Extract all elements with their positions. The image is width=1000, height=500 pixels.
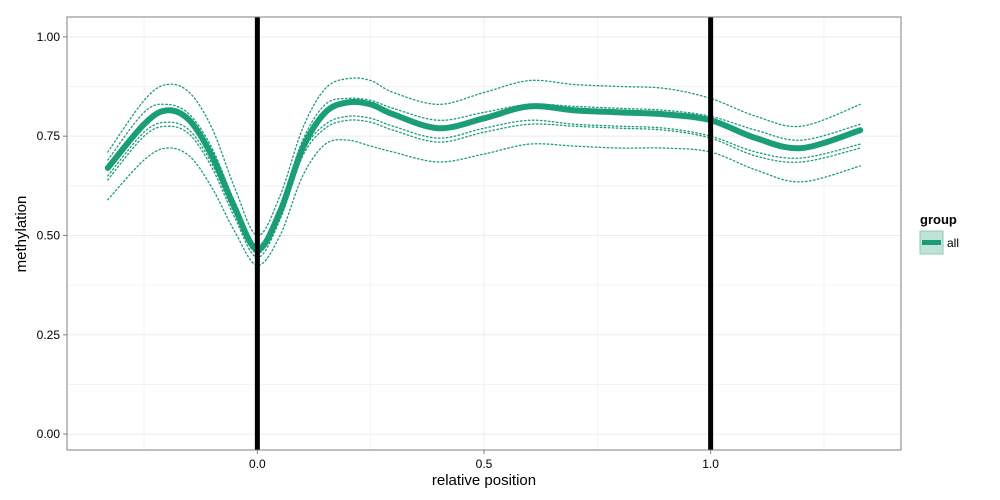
tick-layer: 0.0 0.5 1.0 0.00 0.25 0.50 0.75 1.00	[37, 30, 720, 471]
y-tick-label-3: 0.75	[37, 129, 61, 143]
y-tick-label-0: 0.00	[37, 427, 61, 441]
x-tick-label-0: 0.0	[249, 457, 266, 471]
series-line-dotted-1	[107, 77, 861, 237]
y-tick-label-1: 0.25	[37, 328, 61, 342]
series-layer	[104, 77, 864, 266]
y-tick-label-2: 0.50	[37, 228, 61, 242]
x-tick-label-1: 0.5	[476, 457, 493, 471]
legend: group all	[919, 212, 959, 255]
y-tick-label-4: 1.00	[37, 30, 61, 44]
y-axis-title: methylation	[13, 196, 30, 273]
x-axis-title: relative position	[432, 472, 536, 489]
series-line-dotted-3	[107, 115, 861, 255]
vertical-line-layer	[254, 17, 714, 450]
series-line-dotted-5	[107, 139, 861, 266]
grid-layer	[67, 17, 901, 450]
legend-title: group	[920, 212, 957, 227]
series-line-all	[104, 98, 864, 253]
x-tick-label-2: 1.0	[702, 457, 719, 471]
series-line-dotted-4	[107, 119, 861, 258]
series-line-dotted-2	[107, 97, 861, 247]
legend-label-all: all	[947, 236, 959, 250]
